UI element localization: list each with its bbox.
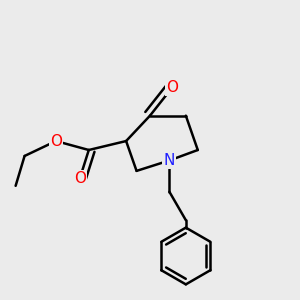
Text: O: O <box>167 80 178 95</box>
Text: O: O <box>50 134 62 148</box>
Text: N: N <box>164 153 175 168</box>
Text: O: O <box>74 171 86 186</box>
